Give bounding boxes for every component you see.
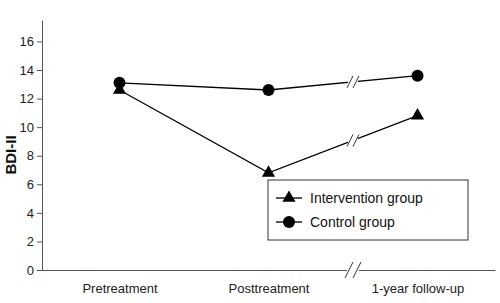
y-tick-label: 8 [27, 148, 34, 163]
y-tick-mark [37, 127, 42, 128]
legend-marker [282, 190, 295, 201]
legend-label: Intervention group [310, 190, 423, 206]
x-tick-label: 1-year follow-up [372, 281, 465, 296]
y-tick-label: 6 [27, 177, 34, 192]
y-tick-mark [37, 213, 42, 214]
y-tick: 16 [20, 34, 42, 49]
legend-label: Control group [310, 214, 395, 230]
y-tick-label: 10 [20, 120, 34, 135]
y-tick: 4 [27, 206, 42, 221]
x-tick: Pretreatment [82, 270, 158, 296]
axis-break [345, 262, 361, 278]
y-tick: 10 [20, 120, 42, 135]
axis-break [347, 76, 359, 88]
y-axis: 0 2 4 6 8 10 12 14 16 [20, 21, 43, 278]
y-tick-label: 16 [20, 34, 34, 49]
series-line [119, 90, 417, 173]
y-tick: 12 [20, 91, 42, 106]
marker [262, 165, 275, 176]
y-tick-label: 0 [27, 263, 34, 278]
marker [411, 108, 424, 119]
x-tick-label: Pretreatment [82, 281, 158, 296]
legend-entry: Control group [276, 214, 395, 230]
y-tick-mark [37, 41, 42, 42]
y-tick-label: 4 [27, 206, 34, 221]
x-tick: Posttreatment [229, 270, 310, 296]
legend-box [268, 180, 468, 240]
y-tick-mark [37, 99, 42, 100]
y-tick: 14 [20, 63, 42, 78]
y-axis-line [42, 21, 43, 271]
axis-break [347, 134, 359, 146]
y-tick-mark [37, 241, 42, 242]
legend-entry: Intervention group [276, 190, 423, 206]
y-tick: 2 [27, 234, 42, 249]
y-tick: 8 [27, 148, 42, 163]
legend-marker [283, 216, 295, 228]
marker [113, 77, 125, 89]
marker [412, 70, 424, 82]
legend: Intervention group Control group [268, 180, 468, 240]
chart: 0 2 4 6 8 10 12 14 16 Pretreatment Posttreatment 1-… [0, 0, 500, 303]
x-axis: Pretreatment Posttreatment 1-year follow-u… [43, 270, 496, 296]
y-tick-label: 14 [20, 63, 34, 78]
y-axis-title: BDI-II [2, 135, 19, 174]
marker [263, 84, 275, 96]
x-tick-label: Posttreatment [229, 281, 310, 296]
x-tick: 1-year follow-up [372, 270, 465, 296]
x-axis-line [43, 270, 496, 271]
plot-area [113, 70, 424, 177]
y-tick-label: 2 [27, 234, 34, 249]
y-tick-mark [37, 270, 42, 271]
y-tick: 6 [27, 177, 42, 192]
y-tick-mark [37, 156, 42, 157]
y-tick-mark [37, 184, 42, 185]
y-tick-label: 12 [20, 91, 34, 106]
y-tick: 0 [27, 263, 42, 278]
y-tick-mark [37, 70, 42, 71]
